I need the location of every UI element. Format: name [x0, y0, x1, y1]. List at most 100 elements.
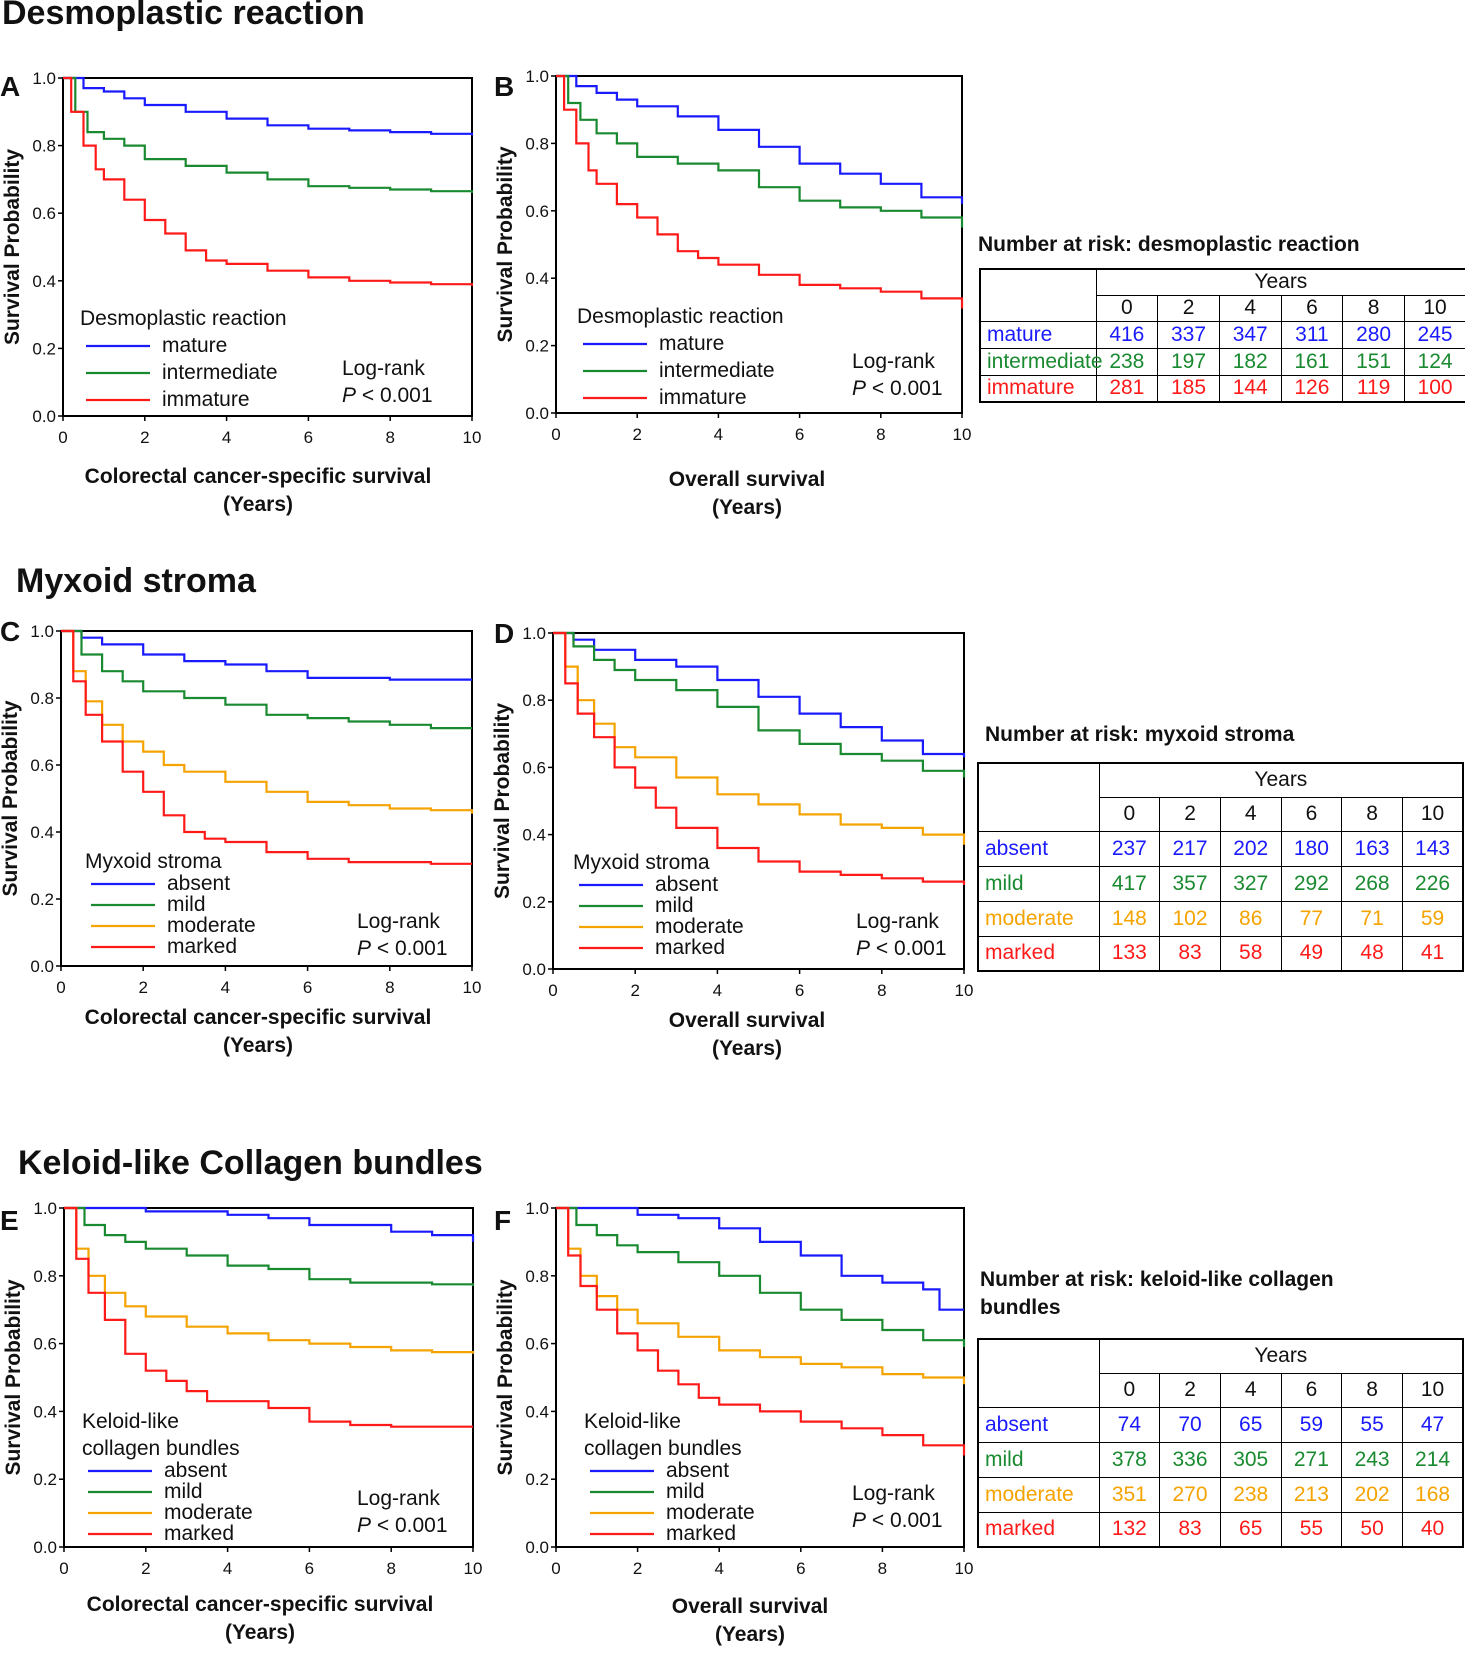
km-curve-moderate: [556, 1206, 966, 1385]
legend-title: collagen bundles: [82, 1437, 240, 1460]
plot-frame: [60, 630, 473, 967]
year-column-header: 4: [1218, 294, 1282, 322]
year-column-header: 2: [1159, 796, 1221, 832]
y-tick-label: 0.6: [32, 204, 56, 223]
risk-row-marked: marked 133 83 58 49 48 41: [977, 935, 1464, 972]
logrank-label: Log-rank: [852, 1482, 935, 1505]
risk-row-moderate: moderate 148 102 86 77 71 59: [977, 900, 1464, 937]
x-axis-unit-label: (Years): [225, 1621, 295, 1644]
risk-count-cell: 213: [1280, 1476, 1343, 1513]
y-tick-label: 0.6: [33, 1335, 57, 1354]
x-tick-label: 4: [221, 978, 230, 997]
panel-letter: F: [494, 1205, 511, 1236]
logrank-label: Log-rank: [357, 1487, 440, 1510]
km-curve-immature: [63, 76, 474, 286]
section-title-desmoplastic: Desmoplastic reaction: [2, 0, 365, 32]
x-tick-label: 6: [305, 1559, 314, 1578]
year-column-header: 10: [1401, 796, 1464, 832]
risk-count-cell: 351: [1098, 1476, 1161, 1513]
y-tick-label: 0.8: [525, 134, 549, 153]
y-tick-label: 0.4: [525, 269, 549, 288]
y-axis-label: Survival Probability: [1, 149, 24, 345]
risk-count-cell: 144: [1218, 374, 1282, 403]
legend-label-absent: absent: [655, 873, 718, 896]
risk-row-moderate: moderate 351 270 238 213 202 168: [977, 1476, 1464, 1513]
risk-count-cell: 102: [1159, 900, 1221, 937]
x-axis-label: Colorectal cancer-specific survival: [87, 1593, 434, 1616]
x-tick-label: 0: [56, 978, 65, 997]
legend-label-immature: immature: [162, 388, 250, 411]
risk-row-mild: mild 378 336 305 271 243 214: [977, 1441, 1464, 1478]
p-value-text: < 0.001: [870, 937, 946, 960]
logrank-pvalue: P < 0.001: [342, 384, 433, 407]
legend-label-marked: marked: [655, 936, 725, 959]
risk-count-cell: 280: [1342, 320, 1405, 349]
x-tick-label: 8: [876, 425, 885, 444]
x-tick-label: 4: [713, 981, 722, 1000]
x-axis-label: Overall survival: [669, 468, 825, 491]
x-tick-label: 2: [140, 428, 149, 447]
risk-count-cell: 185: [1157, 374, 1220, 403]
y-tick-label: 1.0: [33, 1199, 57, 1218]
km-curve-immature: [556, 74, 964, 309]
km-curve-intermediate: [63, 76, 474, 193]
legend-title: Myxoid stroma: [573, 851, 710, 874]
km-panel-d: D 0.0 0.2 0.4 0.6 0.8 1.0 0 2 4 6 8 10 Survival Proba…: [491, 618, 973, 1060]
y-tick-label: 0.2: [33, 1470, 57, 1489]
risk-count-cell: 237: [1098, 830, 1161, 867]
km-curve-mature: [556, 74, 964, 205]
y-tick-label: 0.0: [525, 1538, 549, 1557]
p-value-text: < 0.001: [356, 384, 432, 407]
x-tick-label: 2: [632, 425, 641, 444]
x-tick-label: 10: [955, 981, 974, 1000]
section-title-keloid: Keloid-like Collagen bundles: [18, 1144, 483, 1182]
logrank-label: Log-rank: [357, 910, 440, 933]
year-column-header: 2: [1157, 294, 1220, 322]
risk-count-cell: 243: [1341, 1441, 1403, 1478]
year-column-header: 4: [1219, 796, 1282, 832]
risk-count-cell: 74: [1098, 1406, 1161, 1443]
legend-label-absent: absent: [666, 1459, 729, 1482]
panel-letter: A: [0, 71, 20, 102]
risk-count-cell: 245: [1403, 320, 1465, 349]
km-curve-marked: [61, 629, 472, 865]
risk-count-cell: 336: [1159, 1441, 1221, 1478]
y-tick-label: 0.2: [32, 339, 56, 358]
x-tick-label: 8: [878, 1559, 887, 1578]
p-value-text: < 0.001: [866, 377, 942, 400]
year-column-header: 4: [1219, 1372, 1282, 1408]
km-curve-mild: [556, 1206, 966, 1347]
risk-row-label: mild: [977, 1441, 1100, 1478]
risk-count-cell: 347: [1218, 320, 1282, 349]
risk-table-title-keloid: Number at risk: keloid-like collagen bun…: [980, 1266, 1334, 1322]
p-symbol: P: [852, 377, 866, 400]
legend-label-moderate: moderate: [167, 914, 256, 937]
y-tick-label: 1.0: [32, 69, 56, 88]
x-axis-unit-label: (Years): [223, 493, 293, 516]
table-corner: [977, 1338, 1100, 1408]
risk-count-cell: 161: [1280, 347, 1344, 376]
risk-count-cell: 416: [1095, 320, 1159, 349]
logrank-pvalue: P < 0.001: [852, 1509, 943, 1532]
y-tick-label: 0.8: [30, 689, 54, 708]
x-axis-unit-label: (Years): [223, 1034, 293, 1057]
table-corner: [979, 268, 1097, 322]
panel-letter: E: [0, 1205, 19, 1236]
legend-label-marked: marked: [167, 935, 237, 958]
km-curve-moderate: [553, 631, 966, 845]
x-axis-label: Colorectal cancer-specific survival: [85, 465, 432, 488]
x-tick-label: 4: [223, 1559, 232, 1578]
y-tick-label: 0.4: [33, 1402, 57, 1421]
km-curve-absent: [556, 1206, 964, 1311]
y-tick-label: 0.2: [30, 890, 54, 909]
risk-row-immature: immature 281 185 144 126 119 100: [979, 374, 1465, 403]
x-tick-label: 10: [953, 425, 972, 444]
y-tick-label: 0.2: [522, 893, 546, 912]
x-axis-label: Overall survival: [669, 1009, 825, 1032]
x-tick-label: 4: [222, 428, 231, 447]
risk-row-marked: marked 132 83 65 55 50 40: [977, 1511, 1464, 1548]
risk-row-label: intermediate: [979, 347, 1103, 376]
x-tick-label: 8: [877, 981, 886, 1000]
risk-count-cell: 70: [1159, 1406, 1221, 1443]
